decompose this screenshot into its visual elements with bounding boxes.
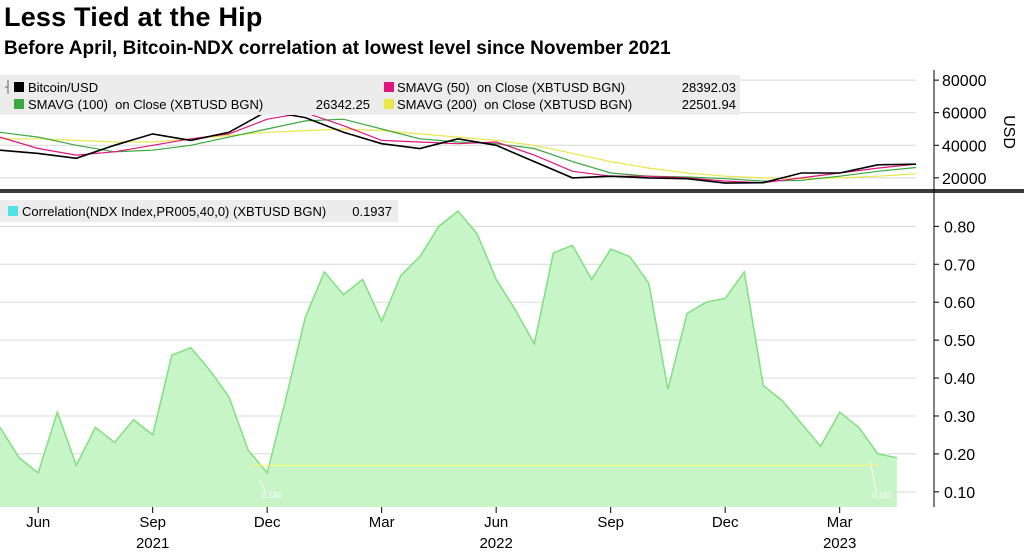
- correlation-annotations: 0.132 0.182 0.19: [259, 457, 923, 500]
- correlation-line: [0, 210, 898, 475]
- legend-marker-icon: [5, 80, 9, 94]
- bottom-y-tick-label: 0.40: [944, 371, 975, 388]
- annotation-leader: [259, 479, 266, 493]
- x-tick-label: Sep: [597, 514, 624, 531]
- legend-label-correlation: Correlation(NDX Index,PR005,40,0) (XBTUS…: [22, 204, 326, 219]
- legend-swatch-sma50: [384, 82, 394, 92]
- bottom-y-tick-label: 0.60: [944, 295, 975, 312]
- x-tick-label: Mar: [827, 514, 853, 531]
- bottom-y-tick-label: 0.70: [944, 257, 975, 274]
- legend-value-correlation: 0.1937: [352, 204, 392, 219]
- series-line-smavg-200-: [0, 128, 917, 180]
- bottom-legend-background: [0, 200, 398, 222]
- x-year-label: 2023: [823, 535, 856, 552]
- bottom-panel-y-axis: 0.10 0.20 0.30 0.40 0.50 0.60 0.70 0.80: [934, 219, 975, 502]
- chart-title: Less Tied at the Hip: [4, 2, 263, 32]
- annotation-label: 0.132: [262, 491, 283, 500]
- legend-swatch-bitcoin: [14, 82, 24, 92]
- x-tick-label: Jun: [26, 514, 50, 531]
- top-y-tick-label: 60000: [942, 106, 987, 123]
- series-line-smavg-50-: [0, 112, 917, 184]
- top-y-tick-label: 80000: [942, 73, 987, 90]
- correlation-area: [0, 211, 897, 507]
- annotation-leader: [904, 457, 911, 493]
- top-panel-series: [0, 110, 917, 184]
- top-y-tick-label: 20000: [942, 171, 987, 188]
- bottom-y-tick-label: 0.30: [944, 409, 975, 426]
- x-tick-label: Dec: [712, 514, 739, 531]
- series-line-bitcoin-usd: [0, 110, 917, 184]
- panel-divider: [0, 189, 1024, 193]
- legend-label-sma50: SMAVG (50) on Close (XBTUSD BGN): [397, 80, 625, 95]
- x-tick-label: Jun: [484, 514, 508, 531]
- series-line-smavg-100-: [0, 118, 917, 182]
- legend-value-sma100: 26342.25: [316, 97, 370, 112]
- bottom-y-tick-label: 0.20: [944, 447, 975, 464]
- correlation-panel: 0.132 0.182 0.19 Correlation(NDX Index,PR0…: [0, 200, 975, 507]
- legend-value-sma200: 22501.94: [682, 97, 736, 112]
- annotation-label: 0.19: [907, 491, 923, 500]
- top-legend-background: [0, 75, 740, 115]
- top-panel-legend: Bitcoin/USD SMAVG (50) on Close (XBTUSD …: [0, 75, 740, 115]
- legend-value-sma50: 28392.03: [682, 80, 736, 95]
- legend-label-sma200: SMAVG (200) on Close (XBTUSD BGN): [397, 97, 632, 112]
- bitcoin-price-panel: Bitcoin/USD SMAVG (50) on Close (XBTUSD …: [0, 73, 1017, 188]
- x-tick-label: Mar: [369, 514, 395, 531]
- x-year-label: 2021: [136, 535, 169, 552]
- legend-label-sma100: SMAVG (100) on Close (XBTUSD BGN): [28, 97, 263, 112]
- x-year-label: 2022: [479, 535, 512, 552]
- top-panel-y-label: USD: [1000, 115, 1017, 149]
- bottom-y-tick-label: 0.50: [944, 333, 975, 350]
- x-axis: Jun Sep Dec Mar Jun Sep Dec Mar 2021 2022 2023: [26, 507, 856, 552]
- top-y-tick-label: 40000: [942, 138, 987, 155]
- legend-swatch-sma100: [14, 99, 24, 109]
- legend-swatch-sma200: [384, 99, 394, 109]
- chart-subtitle: Before April, Bitcoin-NDX correlation at…: [4, 38, 671, 59]
- x-tick-label: Dec: [254, 514, 281, 531]
- top-panel-y-axis: 20000 40000 60000 80000: [934, 73, 987, 188]
- bottom-panel-legend: Correlation(NDX Index,PR005,40,0) (XBTUS…: [0, 200, 398, 222]
- annotation-label: 0.182: [872, 491, 893, 500]
- bottom-y-tick-label: 0.10: [944, 485, 975, 502]
- chart-canvas: Bitcoin/USD SMAVG (50) on Close (XBTUSD …: [0, 70, 1024, 552]
- annotation-leader: [869, 460, 877, 493]
- legend-swatch-correlation: [8, 206, 18, 216]
- x-tick-label: Sep: [139, 514, 166, 531]
- bottom-y-tick-label: 0.80: [944, 219, 975, 236]
- legend-label-bitcoin: Bitcoin/USD: [28, 80, 98, 95]
